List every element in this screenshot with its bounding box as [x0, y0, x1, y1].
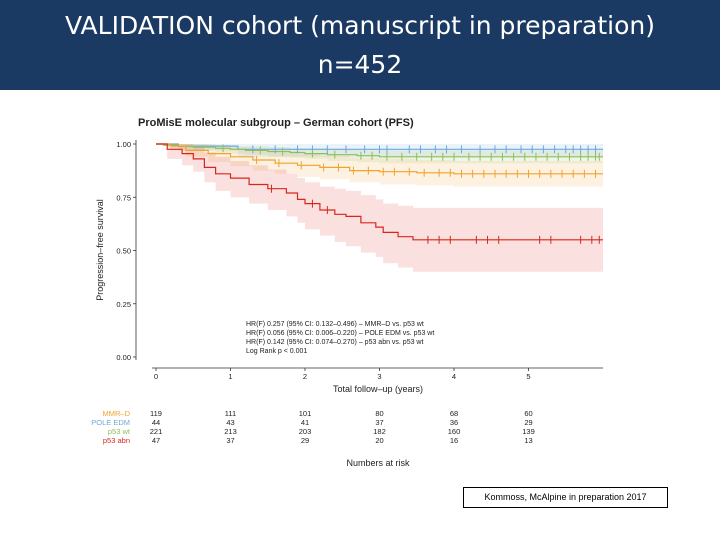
risk-value: 68: [450, 409, 458, 418]
risk-value: 221: [150, 427, 163, 436]
risk-value: 20: [375, 436, 383, 445]
risk-value: 60: [524, 409, 532, 418]
hr-annotations: HR(F) 0.257 (95% CI: 0.132–0.496) – MMR–…: [246, 321, 434, 355]
risk-row-label: MMR–D: [103, 409, 131, 418]
risk-value: 139: [522, 427, 535, 436]
risk-row-label: p53 abn: [103, 436, 130, 445]
curve-mmr-d: [156, 143, 603, 175]
risk-row-label: p53 wt: [108, 427, 131, 436]
x-tick-label: 0: [154, 372, 158, 381]
risk-value: 44: [152, 418, 160, 427]
risk-value: 213: [224, 427, 237, 436]
y-axis-label: Progression–free survival: [95, 199, 105, 301]
risk-value: 29: [301, 436, 309, 445]
risk-value: 43: [226, 418, 234, 427]
x-tick-label: 1: [228, 372, 232, 381]
risk-value: 182: [373, 427, 386, 436]
risk-value: 80: [375, 409, 383, 418]
risk-table: MMR–D 119 111 101 80 68 60 POLE EDM 44 43 41 37 36 29…: [91, 409, 535, 445]
y-tick-label: 0.25: [116, 300, 131, 309]
slide-title-line2: n=452: [317, 50, 403, 79]
x-tick-label: 3: [377, 372, 381, 381]
risk-value: 203: [299, 427, 312, 436]
x-tick-label: 4: [452, 372, 456, 381]
risk-value: 29: [524, 418, 532, 427]
risk-value: 13: [524, 436, 532, 445]
hr-annotation: HR(F) 0.257 (95% CI: 0.132–0.496) – MMR–…: [246, 321, 424, 328]
risk-value: 37: [226, 436, 234, 445]
risk-value: 36: [450, 418, 458, 427]
hr-annotation: HR(F) 0.142 (95% CI: 0.074–0.270) – p53 …: [246, 339, 423, 346]
x-tick-label: 5: [526, 372, 530, 381]
ci-bands: [156, 144, 603, 272]
risk-value: 37: [375, 418, 383, 427]
risk-row-label: POLE EDM: [91, 418, 130, 427]
y-tick-label: 1.00: [116, 140, 131, 149]
axes: 0.00 0.25 0.50 0.75 1.00 0 1 2 3 4 5: [116, 140, 603, 381]
ci-band-mmr-d: [156, 144, 603, 187]
risk-value: 160: [448, 427, 461, 436]
hr-annotation: Log Rank p < 0.001: [246, 348, 307, 355]
risk-value: 101: [299, 409, 312, 418]
risk-value: 16: [450, 436, 458, 445]
curve-p53-abn: [156, 143, 603, 241]
risk-table-title: Numbers at risk: [346, 458, 410, 468]
survival-curves: [156, 143, 603, 241]
y-tick-label: 0.75: [116, 193, 131, 202]
risk-value: 111: [225, 409, 236, 418]
slide-title-line1: VALIDATION cohort (manuscript in prepara…: [65, 11, 655, 40]
hr-annotation: HR(F) 0.056 (95% CI: 0.006–0.220) – POLE…: [246, 330, 434, 337]
censor-marks: [222, 144, 600, 244]
y-tick-label: 0.50: [116, 247, 131, 256]
x-axis-label: Total follow–up (years): [333, 384, 423, 394]
risk-value: 41: [301, 418, 309, 427]
chart-title: ProMisE molecular subgroup – German coho…: [138, 117, 414, 129]
citation-box: Kommoss, McAlpine in preparation 2017: [463, 487, 668, 508]
y-tick-label: 0.00: [116, 353, 131, 362]
x-tick-label: 2: [303, 372, 307, 381]
risk-value: 47: [152, 436, 160, 445]
risk-value: 119: [150, 409, 162, 418]
slide-header: VALIDATION cohort (manuscript in prepara…: [0, 0, 720, 90]
curve-pole-edm: [156, 143, 603, 150]
